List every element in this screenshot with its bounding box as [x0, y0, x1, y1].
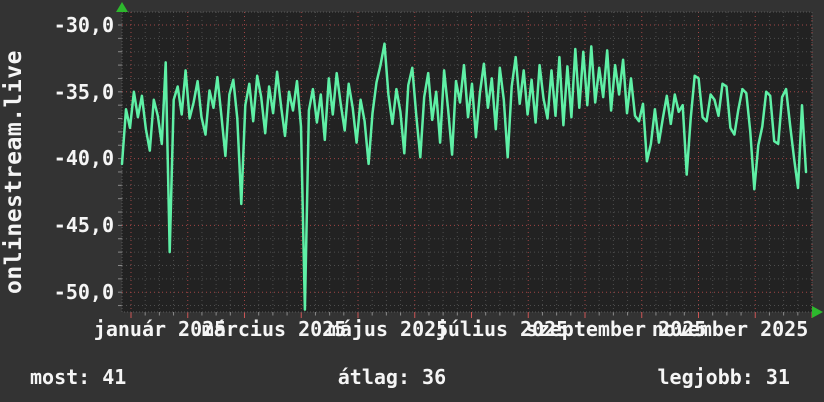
y-axis-label-4: -50,0	[53, 280, 114, 304]
y-axis-label-1: -35,0	[53, 80, 114, 104]
y-axis-label-0: -30,0	[53, 13, 114, 37]
stat-best-value: 31	[765, 365, 790, 389]
x-axis-label-2: május 2025	[327, 317, 449, 341]
stat-current-value: 41	[102, 365, 127, 389]
stat-current-label: most:	[30, 365, 103, 389]
x-axis-label-4: szeptember 2025	[525, 317, 707, 341]
brand-vertical-label: onlinestream.live	[1, 50, 27, 294]
stat-best-label: legjobb:	[657, 365, 766, 389]
x-axis-label-0: január 2025	[93, 317, 227, 341]
stats-row: most: 41 átlag: 36 legjobb: 31	[0, 362, 824, 392]
chart-svg	[116, 2, 823, 318]
stat-average-label: átlag:	[337, 365, 423, 389]
stat-average-value: 36	[422, 365, 447, 389]
x-axis-label-1: március 2025	[201, 317, 347, 341]
x-axis-label-5: november 2025	[651, 317, 809, 341]
stat-current: most: 41	[30, 365, 126, 389]
stat-best: legjobb: 31	[658, 365, 790, 389]
y-axis-label-3: -45,0	[53, 213, 114, 237]
y-axis-label-2: -40,0	[53, 146, 114, 170]
x-axis-label-3: július 2025	[435, 317, 569, 341]
stat-average: átlag: 36	[338, 365, 446, 389]
